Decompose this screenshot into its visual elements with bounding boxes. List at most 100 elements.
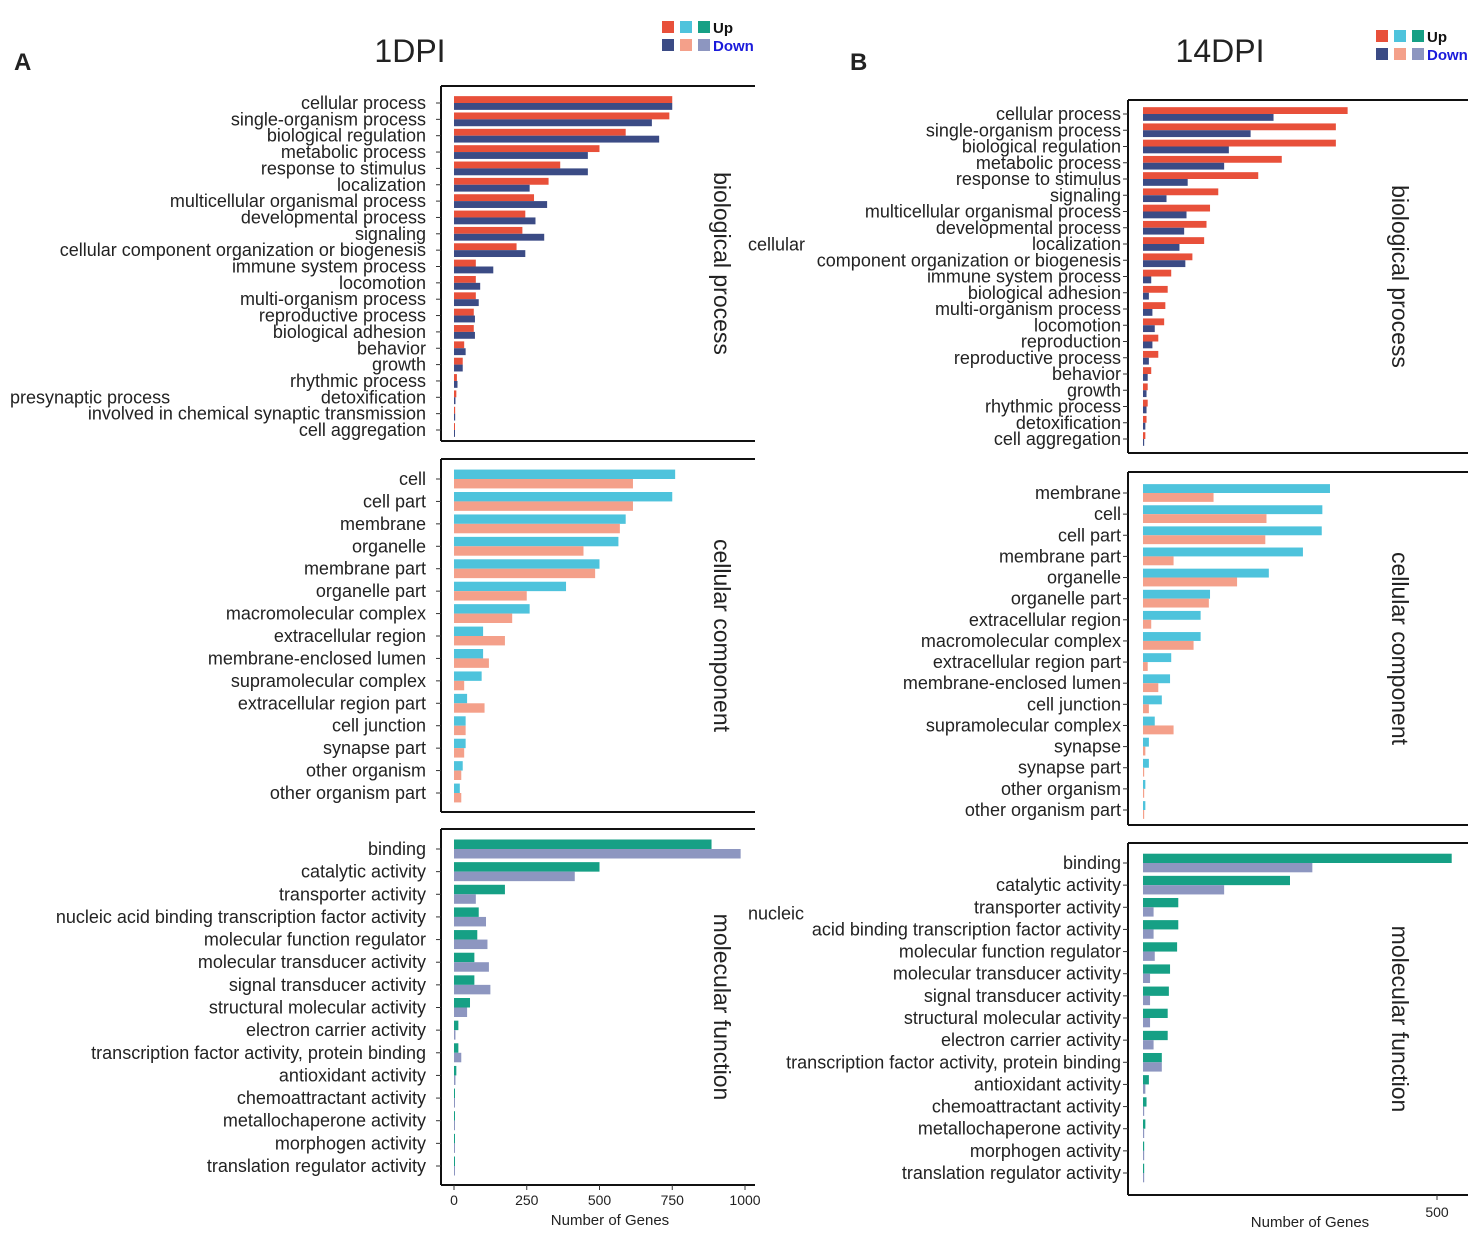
category-label: molecular transducer activity [893, 964, 1121, 984]
category-label: membrane part [304, 559, 426, 579]
legend-swatch-down-cc [680, 39, 692, 51]
legend-swatch-down-mf [698, 39, 710, 51]
bar-up-rhythmic-process [454, 374, 457, 381]
category-row-membrane-part: membrane part [999, 546, 1303, 566]
bar-up-synapse-part [1143, 758, 1149, 768]
bar-down-detoxification [1143, 422, 1146, 430]
category-label: signal transducer activity [924, 986, 1121, 1006]
bar-up-cell-aggregation [454, 423, 455, 430]
category-row-localization: localization [1032, 234, 1205, 254]
category-row-signal-transducer-activity: signal transducer activity [229, 975, 491, 995]
category-row-morphogen-activity: morphogen activity [970, 1141, 1145, 1161]
category-label: extracellular region part [238, 693, 426, 713]
category-row-other-organism: other organism [1001, 779, 1146, 799]
panel-letter-b: B [850, 49, 867, 76]
category-label: reproduction [1021, 332, 1121, 352]
category-row-response-to-stimulus: response to stimulus [956, 169, 1259, 189]
bar-down-morphogen-activity [1143, 1150, 1145, 1161]
category-label: chemoattractant activity [237, 1088, 426, 1108]
bar-down-membrane-part [1143, 556, 1174, 566]
category-row-molecular-transducer-activity: molecular transducer activity [198, 952, 489, 972]
bar-down-catalytic-activity [454, 871, 575, 882]
bar-down-cell-part [1143, 535, 1266, 545]
bar-up-biological-adhesion [454, 325, 474, 332]
bar-up-catalytic-activity [454, 862, 600, 872]
category-row-antioxidant-activity: antioxidant activity [974, 1074, 1149, 1094]
bar-down-response-to-stimulus [1143, 179, 1188, 186]
facet-frame [1127, 471, 1468, 826]
bar-up-structural-molecular-activity [1143, 1008, 1168, 1018]
category-label: other organism part [965, 800, 1121, 820]
category-label: binding [368, 839, 426, 859]
bar-down-immune-system-process [454, 266, 494, 274]
category-row-transporter-activity: transporter activity [279, 884, 505, 904]
category-row-morphogen-activity: morphogen activity [275, 1133, 455, 1153]
bar-down-electron-carrier-activity [454, 1030, 456, 1040]
category-row-multicellular-organismal-process: multicellular organismal process [170, 191, 548, 211]
bar-chart-14dpi: biological process cellular processsingle… [748, 99, 1468, 1231]
bar-up-translation-regulator-activity [454, 1156, 455, 1166]
bar-down-synapse-part [1143, 767, 1145, 777]
bar-down-translation-regulator-activity [454, 1166, 455, 1176]
bar-down-membrane-enclosed-lumen [1143, 683, 1159, 693]
category-row-organelle: organelle [1047, 568, 1269, 588]
bar-up-metabolic-process [454, 145, 600, 153]
legend-swatch-up-mf [698, 21, 710, 33]
bar-up-morphogen-activity [454, 1133, 455, 1144]
bar-down-biological-adhesion [1143, 292, 1149, 300]
bar-down-locomotion [1143, 325, 1155, 333]
bar-down-biological-regulation [454, 135, 660, 143]
bar-down-cell [454, 479, 633, 489]
category-row-response-to-stimulus: response to stimulus [261, 158, 588, 178]
bar-up-electron-carrier-activity [1143, 1030, 1168, 1041]
bar-down-other-organism-part [454, 793, 462, 803]
x-tick-label: 250 [515, 1192, 539, 1208]
bar-up-cell [454, 469, 676, 479]
bar-down-antioxidant-activity [454, 1075, 456, 1085]
bar-up-response-to-stimulus [454, 161, 561, 169]
legend-down-label: Down [713, 38, 754, 55]
bar-down-cellular-process [1143, 114, 1274, 121]
category-row-chemoattractant-activity: chemoattractant activity [932, 1097, 1147, 1117]
category-row-catalytic-activity: catalytic activity [301, 862, 600, 882]
category-row-multi-organism-process: multi-organism process [935, 299, 1166, 319]
legend-swatch-up-bp [1376, 30, 1388, 42]
bar-up-membrane [454, 514, 626, 524]
bar-up-electron-carrier-activity [454, 1020, 459, 1031]
bar-down-metabolic-process [1143, 162, 1225, 170]
bar-up-molecular-function-regulator [454, 930, 478, 940]
category-label: chemoattractant activity [932, 1097, 1121, 1117]
bar-down-extracellular-region-part [454, 703, 485, 713]
category-row-transporter-activity: transporter activity [974, 897, 1179, 917]
category-row-synapse: synapse [1054, 737, 1149, 757]
bar-down-synapse-part [454, 748, 465, 758]
category-label: membrane part [999, 546, 1121, 566]
bar-down-cell-aggregation [454, 430, 455, 437]
category-label: single-organism process [926, 120, 1121, 140]
bar-down-binding [454, 849, 741, 859]
category-label: molecular function regulator [899, 942, 1121, 962]
bar-up-signaling [454, 226, 523, 234]
bar-up-supramolecular-complex [1143, 716, 1155, 726]
category-row-multicellular-organismal-process: multicellular organismal process [865, 202, 1211, 222]
bar-up-chemoattractant-activity [454, 1088, 455, 1099]
bar-up-cellular-process [454, 96, 673, 103]
category-row-extracellular-region-part: extracellular region part [933, 652, 1172, 672]
bar-down-detoxification [454, 397, 456, 405]
bar-up-supramolecular-complex [454, 671, 482, 681]
category-row-metabolic-process: metabolic process [976, 153, 1282, 173]
bar-up-metallochaperone-activity [454, 1111, 455, 1121]
category-label: structural molecular activity [904, 1008, 1121, 1028]
bar-down-molecular-function-regulator [454, 939, 488, 950]
bar-up-organelle-part [454, 581, 567, 592]
bar-down-cellular-process [454, 103, 673, 110]
bar-down-single-organism-process [454, 119, 652, 127]
bar-down-signal-transducer-activity [454, 984, 491, 995]
bar-up-translation-regulator-activity [1143, 1163, 1145, 1173]
category-label: biological regulation [962, 137, 1121, 157]
bar-down-extracellular-region [1143, 619, 1152, 629]
bar-down-multi-organism-process [454, 299, 479, 307]
category-row-cellular-process: cellular process [301, 93, 673, 113]
bar-down-catalytic-activity [1143, 885, 1225, 895]
